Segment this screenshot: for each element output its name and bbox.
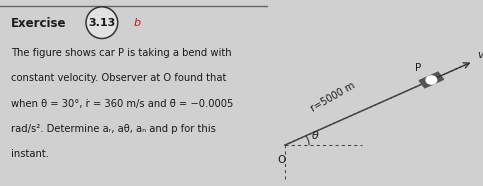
Text: when θ = 30°, ṙ = 360 m/s and θ̈ = −0.0005: when θ = 30°, ṙ = 360 m/s and θ̈ = −0.0… — [11, 99, 233, 109]
Text: θ: θ — [312, 131, 318, 141]
Bar — [419, 72, 443, 88]
Text: instant.: instant. — [11, 149, 49, 159]
Text: Exercise: Exercise — [11, 17, 66, 30]
Text: constant velocity. Observer at O found that: constant velocity. Observer at O found t… — [11, 73, 226, 84]
Text: The figure shows car P is taking a bend with: The figure shows car P is taking a bend … — [11, 48, 231, 58]
Text: 3.13: 3.13 — [88, 18, 115, 28]
Text: b: b — [134, 18, 141, 28]
Text: v: v — [477, 49, 483, 60]
Text: O: O — [277, 155, 285, 165]
Text: rad/s². Determine aᵣ, aθ, aₙ and p for this: rad/s². Determine aᵣ, aθ, aₙ and p for t… — [11, 124, 215, 134]
Text: P: P — [415, 63, 421, 73]
Circle shape — [426, 76, 437, 84]
Text: r=5000 m: r=5000 m — [310, 81, 357, 114]
